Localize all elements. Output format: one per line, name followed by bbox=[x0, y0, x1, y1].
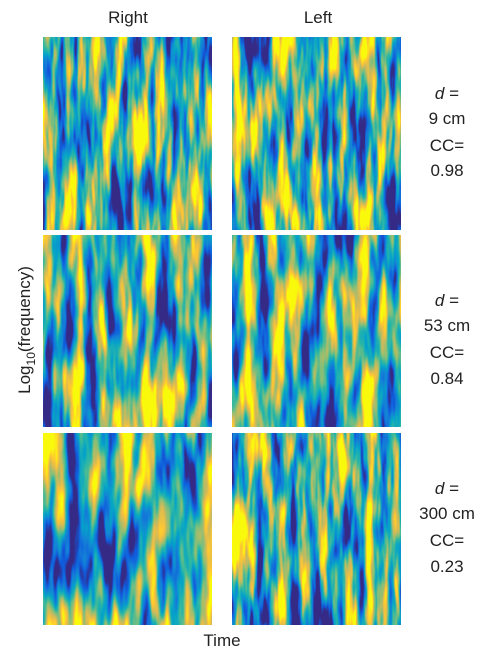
y-label-part: (frequency) bbox=[15, 266, 34, 352]
symbol: d bbox=[435, 479, 445, 498]
row-annotation: d = 9 cm CC= 0.98 bbox=[429, 84, 466, 180]
x-axis-label: Time bbox=[203, 631, 240, 650]
distance: 300 cm bbox=[419, 504, 475, 523]
column-header: Left bbox=[304, 8, 333, 27]
cc-label: CC= bbox=[430, 531, 465, 550]
cc-label: CC= bbox=[430, 343, 465, 362]
distance: 9 cm bbox=[429, 109, 466, 128]
spectrogram bbox=[43, 433, 212, 625]
row-annotation: d = 53 cm CC= 0.84 bbox=[424, 291, 470, 388]
cc-value: 0.84 bbox=[430, 369, 463, 388]
cc-value: 0.23 bbox=[430, 557, 463, 576]
row-annotation: d = 300 cm CC= 0.23 bbox=[419, 479, 475, 576]
y-label-part: Log bbox=[15, 365, 34, 393]
column-header: Right bbox=[108, 8, 148, 27]
distance: 53 cm bbox=[424, 316, 470, 335]
cc-value: 0.98 bbox=[430, 161, 463, 180]
symbol: d bbox=[435, 84, 445, 103]
spectrogram bbox=[43, 37, 212, 230]
equals: = bbox=[449, 291, 459, 310]
distance-symbol: d = bbox=[435, 291, 459, 310]
spectrogram bbox=[43, 235, 212, 427]
distance-symbol: d = bbox=[435, 84, 459, 103]
equals: = bbox=[449, 84, 459, 103]
symbol: d bbox=[435, 291, 445, 310]
spectrogram bbox=[232, 235, 401, 427]
spectrogram bbox=[232, 433, 401, 625]
y-axis-label: Log10(frequency) bbox=[15, 266, 38, 394]
equals: = bbox=[449, 479, 459, 498]
y-label-subscript: 10 bbox=[24, 352, 38, 366]
spectrogram bbox=[232, 37, 401, 230]
distance-symbol: d = bbox=[435, 479, 459, 498]
cc-label: CC= bbox=[430, 136, 465, 155]
